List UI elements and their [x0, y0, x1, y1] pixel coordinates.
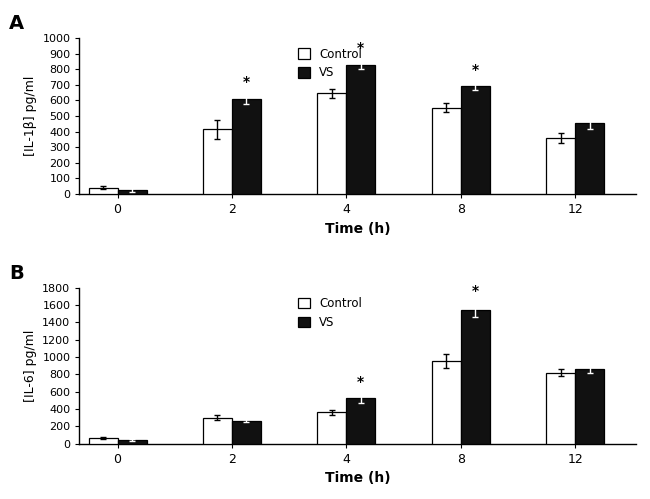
- Bar: [575, 369, 604, 444]
- Bar: [232, 99, 261, 194]
- Bar: [546, 138, 575, 194]
- Bar: [203, 418, 232, 444]
- X-axis label: Time (h): Time (h): [325, 222, 391, 236]
- X-axis label: Time (h): Time (h): [325, 471, 391, 485]
- Bar: [346, 65, 375, 194]
- Bar: [575, 123, 604, 194]
- Text: *: *: [243, 75, 250, 89]
- Bar: [88, 188, 118, 194]
- Bar: [546, 373, 575, 444]
- Bar: [232, 421, 261, 444]
- Text: B: B: [9, 264, 23, 283]
- Bar: [118, 190, 146, 194]
- Bar: [432, 107, 461, 194]
- Bar: [461, 86, 489, 194]
- Text: *: *: [472, 63, 479, 77]
- Bar: [317, 412, 346, 444]
- Bar: [461, 310, 489, 444]
- Bar: [346, 399, 375, 444]
- Y-axis label: [IL-1β] pg/ml: [IL-1β] pg/ml: [24, 76, 37, 156]
- Text: *: *: [358, 41, 365, 55]
- Text: *: *: [472, 284, 479, 298]
- Y-axis label: [IL-6] pg/ml: [IL-6] pg/ml: [23, 329, 36, 402]
- Bar: [203, 129, 232, 194]
- Text: *: *: [358, 375, 365, 389]
- Legend: Control, VS: Control, VS: [294, 44, 365, 83]
- Bar: [432, 361, 461, 444]
- Text: A: A: [8, 14, 23, 33]
- Bar: [118, 440, 146, 444]
- Bar: [317, 93, 346, 194]
- Legend: Control, VS: Control, VS: [294, 293, 365, 332]
- Bar: [88, 438, 118, 444]
